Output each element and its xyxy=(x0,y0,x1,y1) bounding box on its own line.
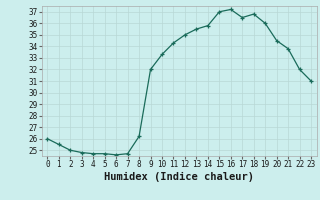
X-axis label: Humidex (Indice chaleur): Humidex (Indice chaleur) xyxy=(104,172,254,182)
